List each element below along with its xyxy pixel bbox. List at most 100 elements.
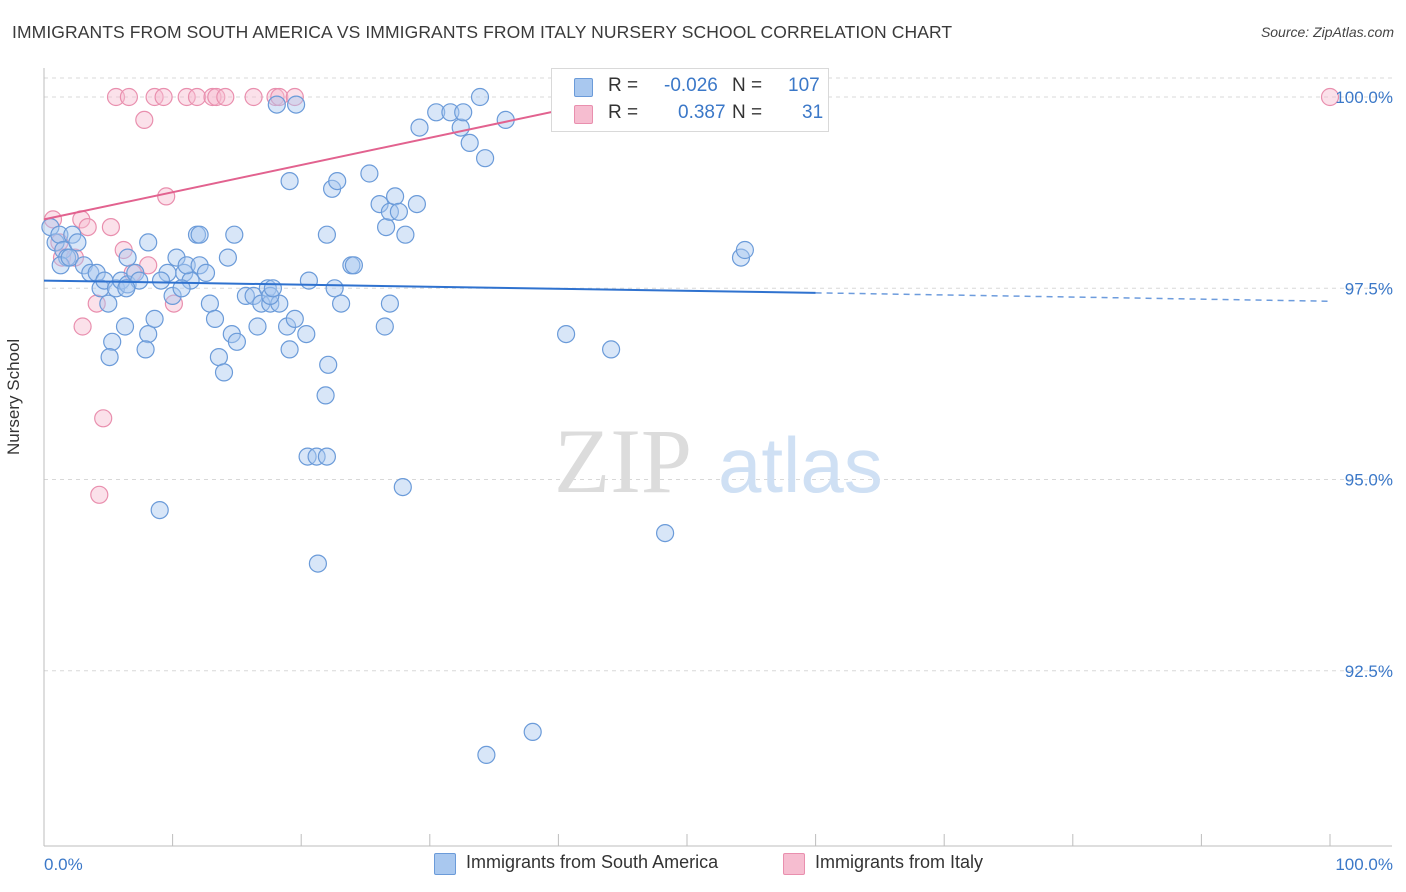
south-america-point (332, 294, 351, 313)
south-america-point (410, 118, 429, 137)
watermark: ZIP atlas (554, 410, 883, 512)
watermark-zip: ZIP (554, 410, 692, 512)
italy-point (78, 218, 97, 237)
south-america-point (316, 386, 335, 405)
x-tick-label: 0.0% (44, 855, 83, 874)
south-america-point (396, 225, 415, 244)
y-axis-label: Nursery School (4, 338, 23, 455)
italy-point (73, 317, 92, 336)
source-label: Source: ZipAtlas.com (1260, 24, 1394, 40)
blue-swatch (574, 78, 593, 97)
south-america-point (248, 317, 267, 336)
south-america-point (360, 164, 379, 183)
south-america-point (477, 745, 496, 765)
south-america-point (196, 263, 216, 282)
italy-point (203, 87, 222, 107)
south-america-point (200, 294, 219, 313)
south-america-point (386, 187, 405, 206)
south-america-point (370, 195, 389, 214)
south-america-point (100, 348, 119, 367)
south-america-point (139, 325, 158, 344)
south-america-point (60, 248, 79, 267)
n-label: N = (732, 102, 763, 123)
italy-point (90, 485, 109, 504)
south-america-point (344, 256, 363, 275)
south-america-point (151, 271, 171, 290)
south-america-point (209, 348, 228, 367)
blue-swatch (434, 853, 456, 875)
south-america-point (287, 95, 306, 114)
south-america-point (308, 554, 327, 573)
r-value: 0.387 (678, 102, 726, 123)
south-america-point (317, 225, 336, 244)
south-america-point (99, 294, 118, 313)
italy-trend-line (43, 96, 623, 221)
south-america-point (297, 325, 316, 344)
south-america-point (523, 722, 542, 742)
south-america-point (50, 225, 69, 244)
south-america-point (218, 248, 237, 267)
south-america-point (177, 256, 196, 275)
south-america-point (280, 172, 299, 191)
south-america-point (407, 195, 426, 214)
south-america-point (205, 309, 225, 328)
south-america-point (655, 523, 675, 543)
italy-point (154, 87, 173, 107)
south-america-point (214, 363, 234, 382)
south-america-point (115, 317, 135, 336)
south-america-point (556, 325, 576, 344)
italy-point (135, 110, 154, 130)
south-america-point (319, 355, 338, 374)
south-america-point (427, 103, 446, 122)
south-america-point (225, 225, 244, 244)
x-tick-label: 100.0% (1335, 855, 1393, 874)
south-america-trend-extension (815, 292, 1331, 303)
grid-lines (44, 77, 1392, 672)
south-america-point (470, 87, 490, 107)
south-america-point (454, 103, 473, 122)
south-america-point (68, 233, 87, 252)
italy-point (101, 218, 121, 237)
italy-point (1320, 87, 1340, 107)
south-america-point (460, 133, 479, 152)
south-america-point (139, 233, 158, 252)
south-america-point (167, 248, 186, 267)
y-tick-label: 97.5% (1345, 279, 1393, 298)
south-america-point (325, 279, 344, 298)
series-south-america-points (41, 87, 755, 765)
south-america-point (118, 248, 137, 267)
italy-point (94, 409, 113, 428)
south-america-point (278, 317, 297, 336)
italy-point (157, 187, 176, 206)
italy-point (164, 294, 183, 313)
italy-point (52, 248, 72, 267)
south-america-point (145, 309, 164, 328)
stats-legend: R = -0.026 N = 107 R = 0.387 N = 31 (551, 68, 829, 132)
south-america-point (441, 103, 460, 122)
n-value: 107 (788, 75, 820, 96)
legend-label: Immigrants from South America (466, 852, 719, 872)
y-tick-label: 95.0% (1345, 471, 1393, 490)
pink-swatch (574, 105, 593, 124)
south-america-point (150, 501, 169, 520)
italy-point (266, 87, 285, 107)
south-america-point (299, 271, 318, 290)
south-america-point (380, 294, 399, 313)
legend-label: Immigrants from Italy (815, 852, 984, 872)
south-america-point (136, 340, 155, 359)
italy-point (216, 87, 235, 107)
trend-lines (43, 96, 1331, 303)
south-america-point (317, 447, 336, 466)
italy-point (177, 87, 196, 107)
tick-labels: 100.0% 97.5% 95.0% 92.5% 0.0% 100.0% (44, 88, 1393, 874)
italy-point (187, 87, 207, 107)
south-america-trend-line (43, 279, 816, 294)
south-america-point (117, 279, 136, 298)
italy-point (285, 87, 304, 107)
pink-swatch (783, 853, 805, 875)
italy-point (119, 87, 138, 107)
italy-point (106, 87, 126, 107)
r-value: -0.026 (664, 75, 718, 96)
south-america-point (236, 286, 255, 305)
